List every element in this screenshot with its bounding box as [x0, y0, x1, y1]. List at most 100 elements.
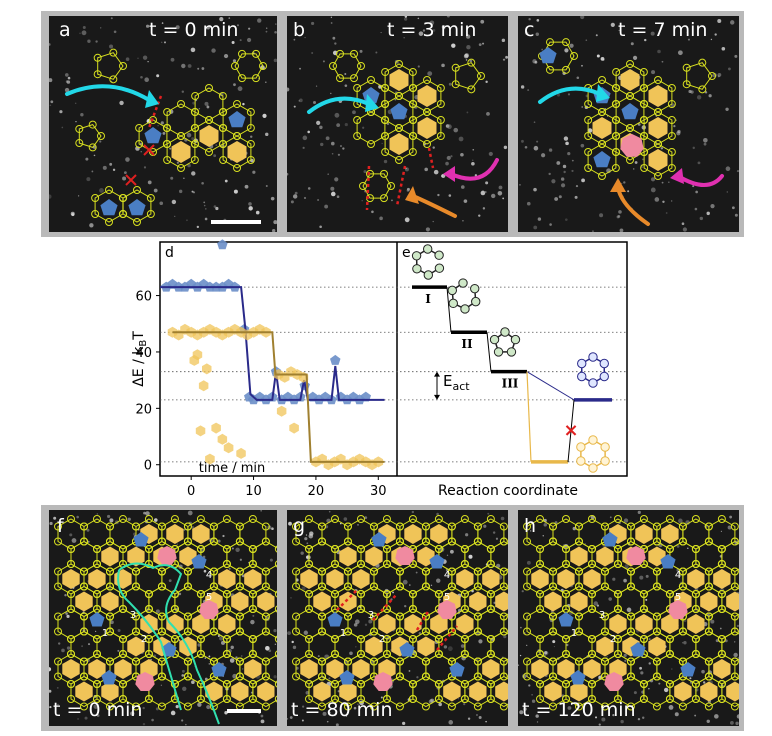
speckle [729, 515, 733, 519]
molecule-node [222, 695, 231, 703]
molecule-node [408, 148, 417, 156]
speckle [186, 219, 188, 222]
molecule-node [183, 702, 192, 711]
speckle [524, 31, 529, 35]
speckle [463, 703, 466, 706]
molecule-node [434, 545, 443, 553]
molecule-node [75, 139, 84, 148]
hexagon-ring [469, 681, 487, 702]
molecule-node [54, 582, 63, 591]
pentagon-ring [371, 532, 387, 547]
molecule-node [421, 537, 430, 546]
speckle [725, 107, 729, 111]
speckle [737, 656, 739, 659]
speckle [536, 19, 540, 22]
speckle [542, 535, 544, 537]
hexagon-ring [661, 524, 679, 544]
speckle [155, 609, 160, 614]
speckle [430, 584, 433, 587]
speckle [64, 593, 67, 597]
molecule-node [587, 650, 596, 658]
molecule-node [486, 515, 495, 523]
molecule-node [317, 567, 326, 576]
speckle [478, 639, 483, 644]
molecule-node [678, 567, 687, 576]
panel-c-overlay [519, 16, 739, 232]
hexagon-ring [101, 681, 119, 702]
speckle [140, 151, 142, 153]
speckle [110, 17, 113, 20]
x-tick-label: 30 [370, 484, 387, 499]
speckle [181, 674, 185, 677]
molecule-node [157, 672, 166, 681]
panel-b-image: b t = 3 min [287, 16, 508, 232]
hexagon-ring [544, 681, 562, 702]
speckle [418, 31, 424, 36]
speckle [648, 687, 650, 690]
network-ring [295, 608, 323, 640]
speckle [462, 219, 464, 222]
speckle [402, 721, 406, 725]
network-ring [83, 518, 111, 550]
speckle [257, 18, 262, 23]
speckle [623, 181, 626, 184]
speckle [719, 627, 722, 630]
speckle [567, 93, 571, 96]
molecule-node [548, 672, 557, 681]
speckle [250, 648, 252, 651]
speckle [324, 204, 329, 209]
eact-label: Eact [443, 372, 470, 393]
panel-h-time: t = 120 min [522, 699, 636, 721]
molecule-node [292, 657, 301, 666]
molecule-unit [599, 371, 609, 382]
speckle [639, 666, 642, 670]
speckle [492, 531, 496, 534]
molecule-node [600, 627, 609, 636]
molecule-node [395, 582, 404, 591]
molecule-node [356, 545, 365, 553]
speckle [717, 18, 722, 23]
arrow-cyan [538, 86, 602, 104]
hexagon-point [236, 447, 246, 459]
speckle [502, 58, 506, 61]
molecule-node [330, 590, 339, 598]
molecule-node [79, 612, 88, 621]
speckle [641, 158, 644, 161]
speckle [519, 184, 521, 186]
speckle [99, 27, 102, 29]
speckle [417, 65, 420, 68]
molecule-node [248, 635, 257, 643]
molecule-node [292, 537, 301, 546]
molecule-node [499, 672, 508, 681]
molecule-node [222, 650, 231, 658]
pentagon-ring [390, 103, 408, 120]
speckle [548, 172, 551, 176]
hexagon-ring [75, 681, 93, 702]
hexagon-ring [365, 636, 383, 657]
speckle [304, 537, 308, 541]
molecule-unit [600, 456, 610, 466]
speckle [368, 619, 373, 624]
speckle [332, 36, 336, 40]
molecule-node [105, 567, 114, 576]
speckle [162, 132, 166, 135]
speckle [197, 643, 201, 647]
speckle [411, 510, 415, 514]
speckle [699, 216, 704, 221]
molecule-node [79, 672, 88, 681]
pentagon-ring [602, 532, 618, 547]
speckle [408, 670, 411, 672]
molecule-node [421, 702, 430, 711]
molecule-node [598, 76, 606, 84]
speckle [294, 191, 298, 195]
molecule-node [54, 537, 63, 546]
speckle [49, 667, 52, 672]
speckle [468, 554, 473, 559]
molecule-node [451, 63, 460, 72]
speckle [65, 612, 68, 615]
speckle [608, 597, 612, 601]
molecule-node [274, 605, 277, 613]
molecule-node [380, 84, 389, 92]
speckle [81, 30, 87, 36]
speckle [252, 170, 256, 174]
